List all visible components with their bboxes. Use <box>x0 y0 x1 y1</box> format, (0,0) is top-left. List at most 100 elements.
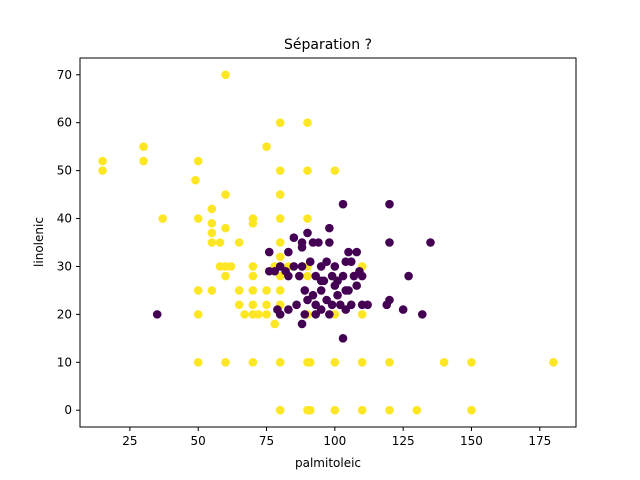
point-class_1-63 <box>193 358 203 367</box>
point-class_1-62 <box>270 319 280 329</box>
y-axis-label: linolenic <box>32 217 46 267</box>
point-class_0-36 <box>349 271 359 281</box>
point-class_0-9 <box>426 238 435 247</box>
point-class_1-49 <box>234 300 244 310</box>
x-tick-label: 50 <box>191 434 206 448</box>
point-class_1-5 <box>98 156 107 166</box>
point-class_1-2 <box>303 118 312 127</box>
point-class_1-39 <box>221 271 230 281</box>
point-class_1-72 <box>439 358 449 367</box>
point-class_1-44 <box>193 286 203 295</box>
point-class_1-32 <box>226 262 236 271</box>
point-class_0-1 <box>385 199 394 209</box>
y-tick-label: 20 <box>57 307 72 321</box>
point-class_1-7 <box>193 156 203 166</box>
point-class_1-65 <box>248 358 258 367</box>
point-class_0-42 <box>352 281 361 290</box>
point-class_0-67 <box>152 310 162 319</box>
point-class_1-68 <box>305 358 315 367</box>
point-class_1-58 <box>193 310 203 319</box>
point-class_0-65 <box>357 300 367 310</box>
point-class_0-37 <box>357 271 367 281</box>
point-class_1-73 <box>467 358 476 367</box>
point-class_1-43 <box>234 286 244 295</box>
point-class_0-10 <box>297 242 307 252</box>
point-class_1-75 <box>275 405 285 415</box>
point-class_1-28 <box>275 238 285 247</box>
point-class_1-78 <box>330 405 340 415</box>
y-tick-label: 10 <box>57 355 72 369</box>
x-axis-label: palmitoleic <box>295 456 361 470</box>
points-layer <box>98 70 558 415</box>
point-class_1-20 <box>275 214 285 223</box>
point-class_0-57 <box>398 305 408 314</box>
point-class_0-2 <box>303 228 312 238</box>
point-class_1-24 <box>207 228 217 238</box>
point-class_0-49 <box>303 295 312 305</box>
y-tick-label: 30 <box>57 259 72 273</box>
point-class_0-38 <box>404 271 413 281</box>
x-tick-label: 75 <box>259 434 274 448</box>
point-class_1-3 <box>139 142 148 151</box>
point-class_0-45 <box>316 286 326 295</box>
point-class_0-64 <box>341 305 351 314</box>
x-tick-label: 175 <box>528 434 551 448</box>
point-class_0-47 <box>344 286 353 295</box>
point-class_0-63 <box>327 300 337 310</box>
point-class_1-74 <box>549 358 558 367</box>
point-class_0-12 <box>264 247 274 257</box>
point-class_0-61 <box>311 310 321 319</box>
point-class_1-16 <box>193 214 203 223</box>
point-class_1-29 <box>275 252 285 262</box>
y-tick-label: 70 <box>57 68 72 82</box>
point-class_0-35 <box>338 271 348 281</box>
point-class_0-43 <box>300 286 310 295</box>
point-class_0-25 <box>346 257 356 266</box>
point-class_0-60 <box>300 310 310 319</box>
point-class_1-10 <box>303 166 312 175</box>
x-tick-label: 125 <box>392 434 415 448</box>
point-class_1-0 <box>221 70 230 80</box>
x-tick-label: 150 <box>460 434 483 448</box>
point-class_0-14 <box>344 247 353 257</box>
point-class_0-15 <box>352 247 361 257</box>
point-class_0-28 <box>264 266 274 276</box>
chart-title: Séparation ? <box>284 37 372 53</box>
y-tick-label: 50 <box>57 164 72 178</box>
point-class_0-22 <box>322 257 331 266</box>
point-class_1-42 <box>303 271 312 281</box>
point-class_1-9 <box>275 166 285 175</box>
y-axis: 0 10 20 30 40 50 60 70 <box>57 68 80 417</box>
point-class_1-70 <box>357 358 367 367</box>
point-class_1-26 <box>215 238 225 247</box>
point-class_0-46 <box>333 290 342 300</box>
point-class_1-13 <box>221 190 230 199</box>
point-class_0-62 <box>325 310 334 319</box>
point-class_0-30 <box>295 271 304 281</box>
y-tick-label: 60 <box>57 116 72 130</box>
point-class_1-25 <box>207 238 217 247</box>
y-tick-label: 0 <box>64 403 72 417</box>
point-class_1-40 <box>248 271 258 281</box>
point-class_1-12 <box>191 175 200 185</box>
point-class_0-18 <box>289 262 299 271</box>
point-class_1-22 <box>207 219 217 228</box>
point-class_0-66 <box>417 310 427 319</box>
point-class_1-8 <box>98 166 107 175</box>
point-class_1-31 <box>215 262 225 271</box>
point-class_0-29 <box>284 271 293 281</box>
point-class_1-19 <box>248 219 258 228</box>
point-class_1-71 <box>385 358 394 367</box>
plot-frame <box>79 57 577 428</box>
point-class_1-4 <box>262 142 271 151</box>
point-class_1-51 <box>262 300 271 310</box>
point-class_0-23 <box>330 262 340 271</box>
x-axis: 25 50 75 100 125 150 175 <box>122 427 551 448</box>
point-class_0-40 <box>330 281 340 290</box>
point-class_0-13 <box>325 223 334 233</box>
point-class_1-27 <box>234 238 244 247</box>
point-class_1-48 <box>275 286 285 295</box>
point-class_0-71 <box>273 305 282 314</box>
point-class_1-21 <box>303 214 312 223</box>
